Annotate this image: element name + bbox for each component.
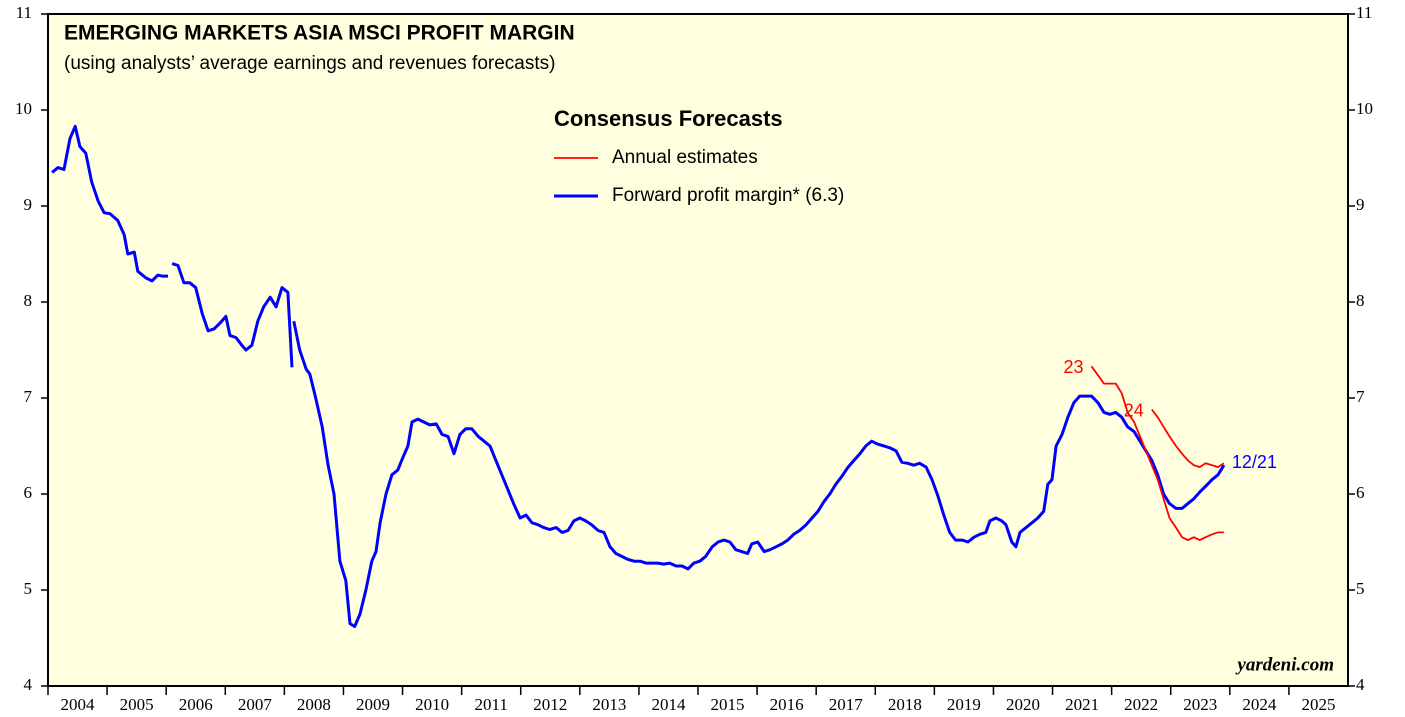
legend-label: Forward profit margin* (6.3) <box>612 185 844 206</box>
x-tick-label: 2024 <box>1242 695 1277 714</box>
x-tick-label: 2013 <box>592 695 626 714</box>
x-tick-label: 2023 <box>1183 695 1217 714</box>
x-tick-label: 2008 <box>297 695 331 714</box>
y2-tick-label: 9 <box>1356 195 1365 214</box>
y2-tick-label: 5 <box>1356 579 1365 598</box>
plot-area <box>47 13 1349 687</box>
y2-tick-label: 7 <box>1356 387 1365 406</box>
x-tick-label: 2014 <box>651 695 686 714</box>
x-tick-label: 2011 <box>474 695 507 714</box>
y-tick-label: 6 <box>24 483 33 502</box>
y2-tick-label: 6 <box>1356 483 1365 502</box>
x-tick-label: 2016 <box>770 695 804 714</box>
y-tick-label: 7 <box>24 387 33 406</box>
line <box>1090 365 1224 541</box>
x-tick-label: 2009 <box>356 695 390 714</box>
x-tick-label: 2019 <box>947 695 981 714</box>
y2-tick-label: 4 <box>1356 675 1365 694</box>
x-tick-label: 2004 <box>61 695 96 714</box>
line <box>51 124 1226 628</box>
x-tick-label: 2022 <box>1124 695 1158 714</box>
y-tick-label: 8 <box>24 291 33 310</box>
x-tick-label: 2017 <box>829 695 864 714</box>
y2-tick-label: 10 <box>1356 99 1373 118</box>
x-tick-label: 2018 <box>888 695 922 714</box>
y2-tick-label: 8 <box>1356 291 1365 310</box>
x-tick-label: 2020 <box>1006 695 1040 714</box>
source: yardeni.com <box>1235 654 1334 675</box>
x-tick-label: 2005 <box>120 695 154 714</box>
chart-title: EMERGING MARKETS ASIA MSCI PROFIT MARGIN <box>64 22 575 45</box>
y-tick-label: 10 <box>15 99 32 118</box>
x-tick-label: 2025 <box>1301 695 1335 714</box>
x-tick-label: 2015 <box>711 695 745 714</box>
legend-label: Annual estimates <box>612 147 758 168</box>
x-tick-label: 2006 <box>179 695 213 714</box>
x-tick-label: 2007 <box>238 695 273 714</box>
x-tick-label: 2012 <box>533 695 567 714</box>
series-label: 24 <box>1124 400 1144 420</box>
x-tick-label: 2010 <box>415 695 449 714</box>
x-tick-label: 2021 <box>1065 695 1099 714</box>
y-tick-label: 11 <box>16 3 32 22</box>
line <box>1151 408 1225 468</box>
chart-subtitle: (using analysts’ average earnings and re… <box>64 53 555 74</box>
y-tick-label: 5 <box>24 579 33 598</box>
y-tick-label: 9 <box>24 195 33 214</box>
y2-tick-label: 11 <box>1356 3 1372 22</box>
series-label: 23 <box>1064 357 1084 377</box>
legend-title: Consensus Forecasts <box>554 106 783 131</box>
end-label: 12/21 <box>1232 452 1277 472</box>
y-tick-label: 4 <box>24 675 33 694</box>
